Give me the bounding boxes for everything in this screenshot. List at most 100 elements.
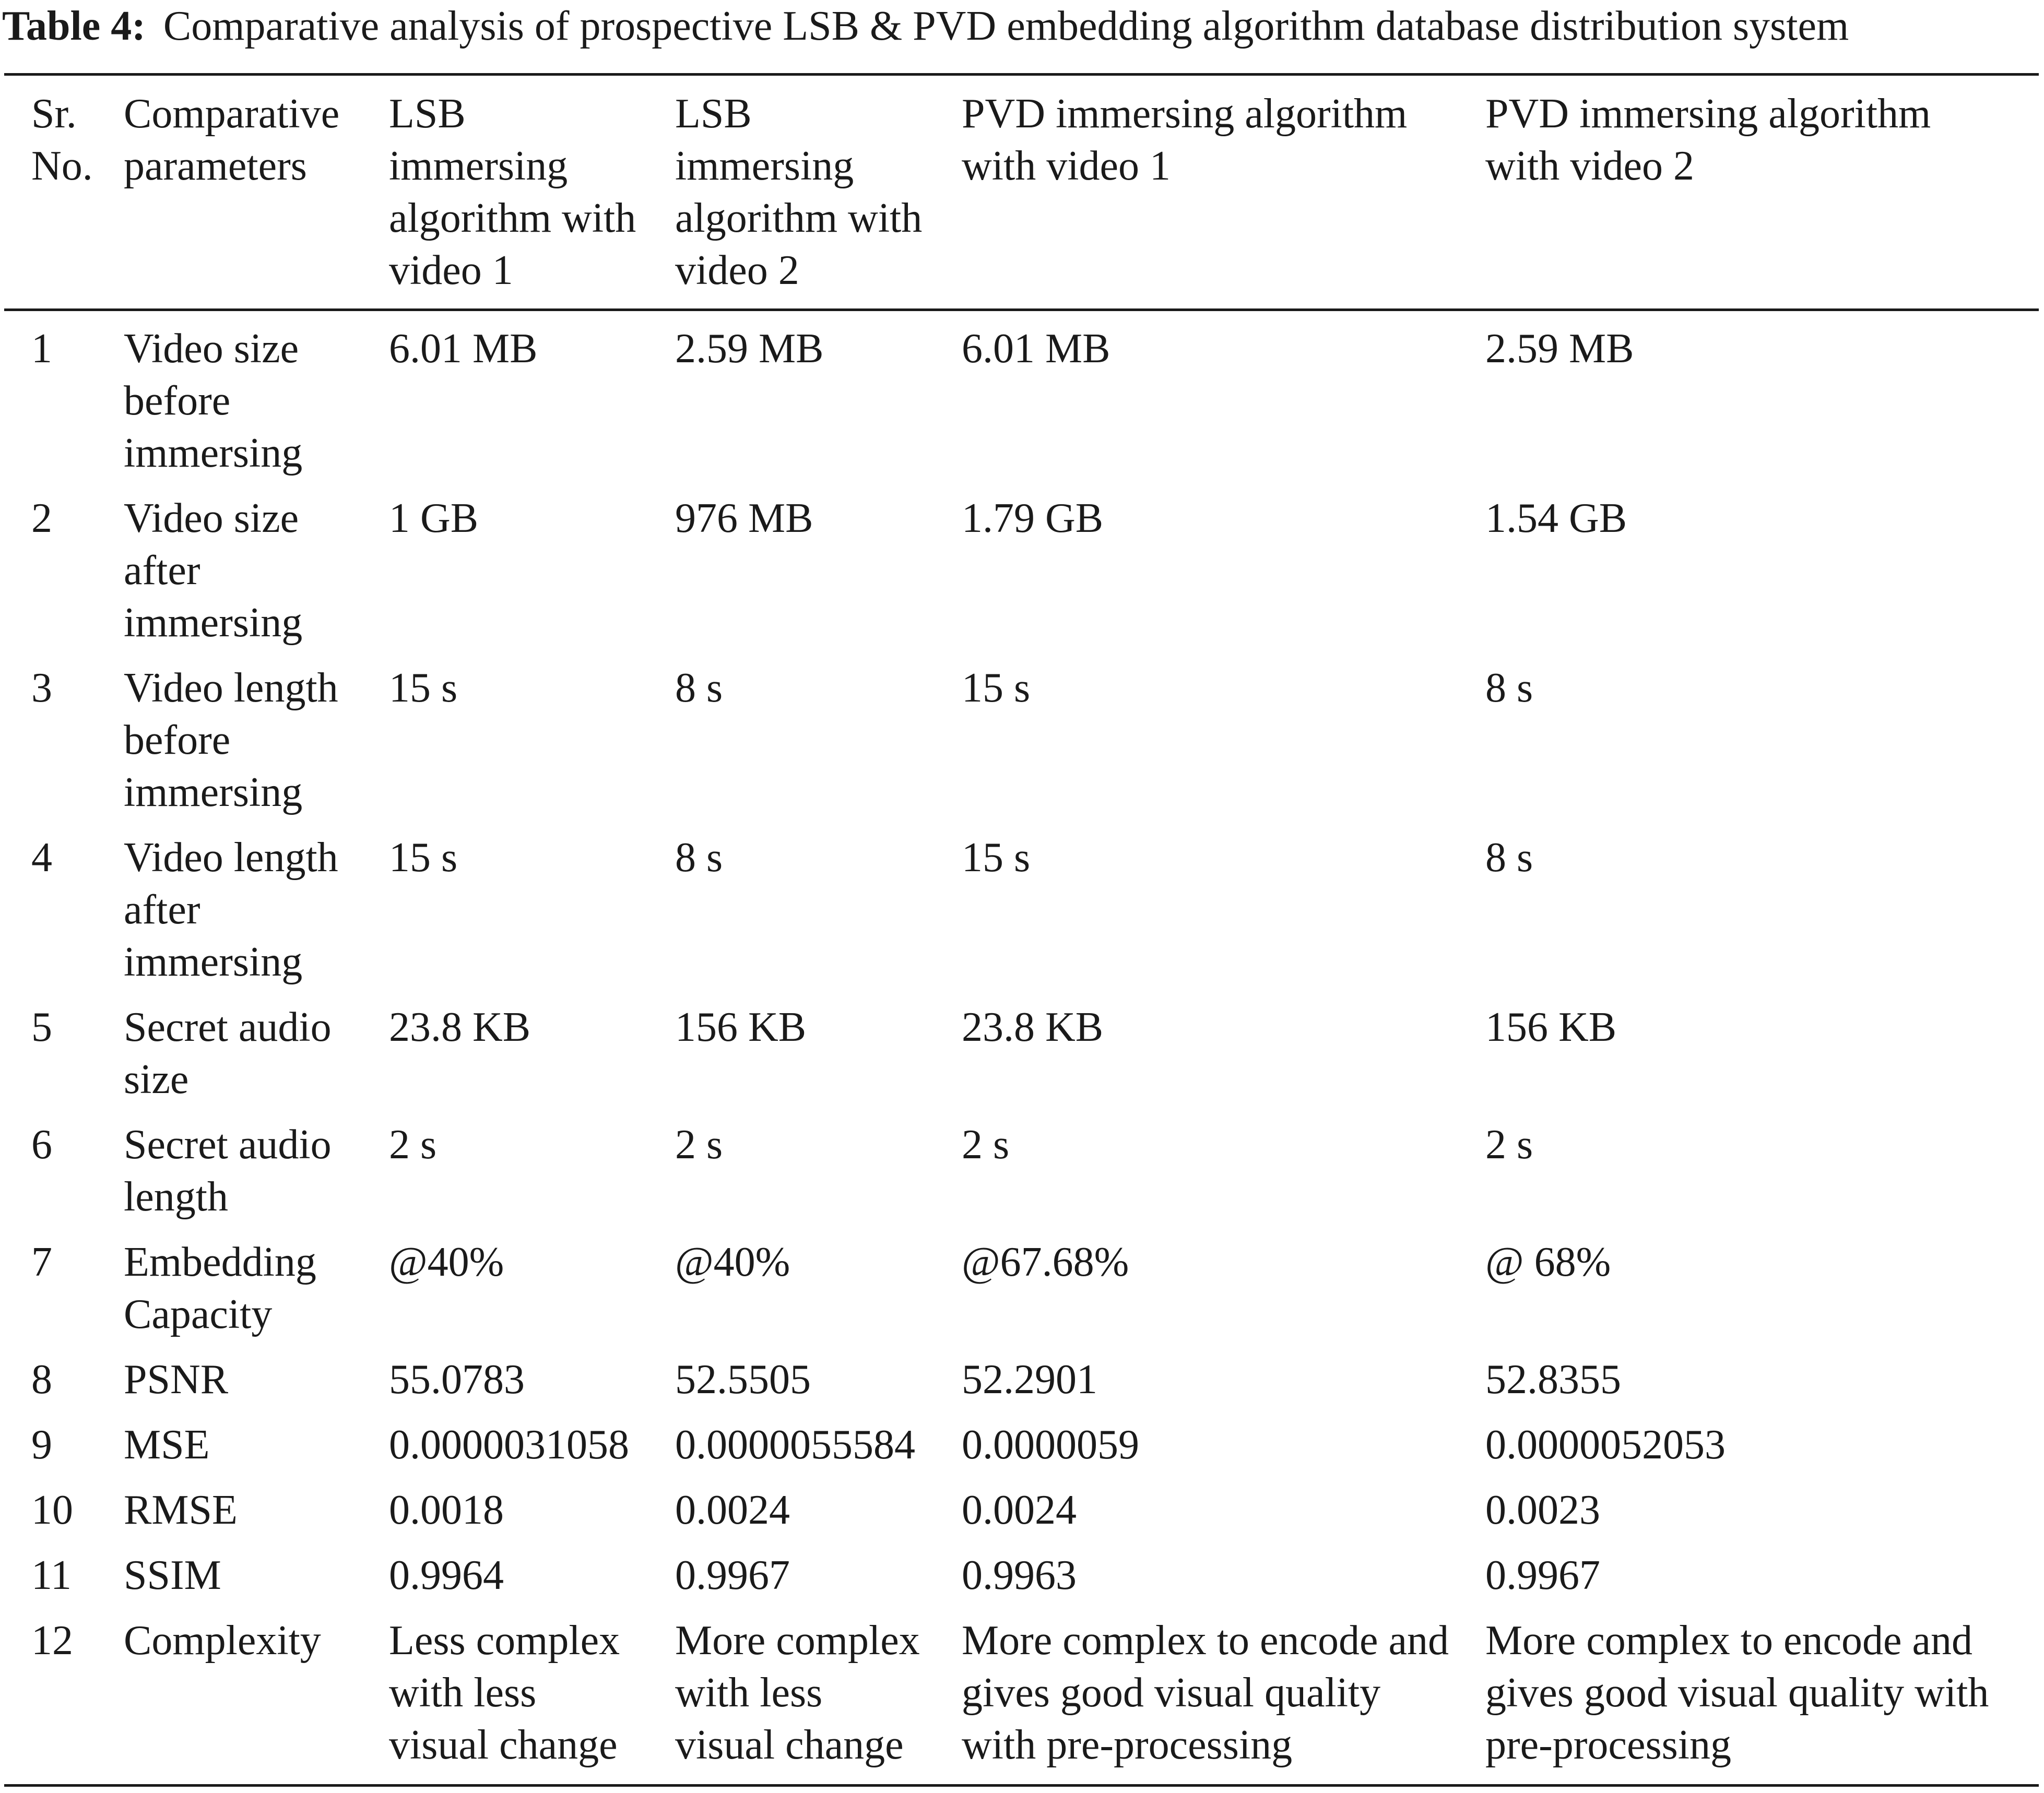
row-8-lsb-video-1: 55.0783: [389, 1357, 525, 1403]
row-7-lsb-video-1: @40%: [389, 1239, 504, 1285]
row-6-lsb-video-1: 2 s: [389, 1122, 437, 1168]
row-4-pvd-video-2: 8 s: [1485, 835, 1533, 881]
table-top-rule: [4, 73, 2039, 76]
row-9-pvd-video-2: 0.0000052053: [1485, 1422, 1726, 1468]
row-3-pvd-video-1: 15 s: [962, 665, 1031, 711]
row-2-lsb-video-2: 976 MB: [675, 495, 813, 541]
row-10-parameter: RMSE: [124, 1487, 238, 1533]
row-11-pvd-video-2: 0.9967: [1485, 1552, 1600, 1598]
row-7-pvd-video-2: @ 68%: [1485, 1239, 1611, 1285]
row-2-pvd-video-1: 1.79 GB: [962, 495, 1104, 541]
row-1-lsb-video-1: 6.01 MB: [389, 326, 538, 372]
row-1-parameter: immersing: [124, 430, 303, 476]
row-2-parameter: Video size: [124, 495, 299, 541]
row-1-pvd-video-1: 6.01 MB: [962, 326, 1110, 372]
row-6-lsb-video-2: 2 s: [675, 1122, 723, 1168]
row-12-pvd-video-1: More complex to encode and: [962, 1618, 1449, 1664]
row-12-pvd-video-2: gives good visual quality with: [1485, 1670, 1989, 1716]
table-caption-label: Table 4:: [2, 3, 146, 49]
row-12-parameter: Complexity: [124, 1618, 321, 1664]
row-8-pvd-video-1: 52.2901: [962, 1357, 1097, 1403]
row-1-sr-no: 1: [31, 326, 52, 372]
row-10-pvd-video-1: 0.0024: [962, 1487, 1077, 1533]
row-4-lsb-video-1: 15 s: [389, 835, 458, 881]
row-8-pvd-video-2: 52.8355: [1485, 1357, 1621, 1403]
row-4-parameter: Video length: [124, 835, 338, 881]
row-12-lsb-video-2: More complex: [675, 1618, 920, 1664]
row-3-pvd-video-2: 8 s: [1485, 665, 1533, 711]
row-4-sr-no: 4: [31, 835, 52, 881]
row-12-sr-no: 12: [31, 1618, 73, 1664]
header-pvd-video-1: with video 1: [962, 143, 1171, 189]
row-2-sr-no: 2: [31, 495, 52, 541]
row-3-parameter: immersing: [124, 769, 303, 815]
row-11-sr-no: 11: [31, 1552, 72, 1598]
row-9-sr-no: 9: [31, 1422, 52, 1468]
row-5-lsb-video-2: 156 KB: [675, 1004, 807, 1050]
header-lsb-video-2: video 2: [675, 247, 799, 293]
row-2-parameter: immersing: [124, 600, 303, 646]
row-12-pvd-video-2: More complex to encode and: [1485, 1618, 1973, 1664]
row-2-pvd-video-2: 1.54 GB: [1485, 495, 1627, 541]
row-9-lsb-video-1: 0.0000031058: [389, 1422, 629, 1468]
header-lsb-video-1: algorithm with: [389, 195, 636, 241]
row-10-pvd-video-2: 0.0023: [1485, 1487, 1600, 1533]
header-lsb-video-1: video 1: [389, 247, 513, 293]
row-8-sr-no: 8: [31, 1357, 52, 1403]
row-1-parameter: Video size: [124, 326, 299, 372]
row-7-parameter: Capacity: [124, 1291, 273, 1337]
header-lsb-video-1: LSB: [389, 91, 466, 137]
row-8-parameter: PSNR: [124, 1357, 229, 1403]
row-12-lsb-video-2: with less: [675, 1670, 823, 1716]
table-header-rule: [4, 308, 2039, 311]
row-2-parameter: after: [124, 548, 200, 593]
header-parameter: parameters: [124, 143, 307, 189]
row-5-lsb-video-1: 23.8 KB: [389, 1004, 531, 1050]
row-12-pvd-video-1: gives good visual quality: [962, 1670, 1381, 1716]
row-7-parameter: Embedding: [124, 1239, 316, 1285]
table-caption: Table 4: Comparative analysis of prospect…: [2, 0, 2041, 52]
row-7-pvd-video-1: @67.68%: [962, 1239, 1129, 1285]
row-6-parameter: Secret audio: [124, 1122, 332, 1168]
header-pvd-video-2: PVD immersing algorithm: [1485, 91, 1931, 137]
row-1-lsb-video-2: 2.59 MB: [675, 326, 824, 372]
row-6-pvd-video-2: 2 s: [1485, 1122, 1533, 1168]
row-9-pvd-video-1: 0.0000059: [962, 1422, 1139, 1468]
row-11-pvd-video-1: 0.9963: [962, 1552, 1077, 1598]
row-11-lsb-video-2: 0.9967: [675, 1552, 790, 1598]
row-9-lsb-video-2: 0.0000055584: [675, 1422, 915, 1468]
row-3-parameter: before: [124, 717, 231, 763]
row-10-sr-no: 10: [31, 1487, 73, 1533]
row-6-sr-no: 6: [31, 1122, 52, 1168]
row-12-lsb-video-1: Less complex: [389, 1618, 620, 1664]
row-7-lsb-video-2: @40%: [675, 1239, 790, 1285]
header-sr-no: No.: [31, 143, 93, 189]
header-sr-no: Sr.: [31, 91, 77, 137]
row-4-lsb-video-2: 8 s: [675, 835, 723, 881]
row-3-parameter: Video length: [124, 665, 338, 711]
row-3-lsb-video-1: 15 s: [389, 665, 458, 711]
header-lsb-video-1: immersing: [389, 143, 568, 189]
header-lsb-video-2: algorithm with: [675, 195, 923, 241]
header-pvd-video-1: PVD immersing algorithm: [962, 91, 1408, 137]
row-5-pvd-video-2: 156 KB: [1485, 1004, 1617, 1050]
row-6-pvd-video-1: 2 s: [962, 1122, 1010, 1168]
row-5-parameter: size: [124, 1056, 189, 1102]
table-bottom-rule: [4, 1784, 2039, 1787]
row-3-lsb-video-2: 8 s: [675, 665, 723, 711]
row-10-lsb-video-1: 0.0018: [389, 1487, 504, 1533]
row-7-sr-no: 7: [31, 1239, 52, 1285]
row-11-lsb-video-1: 0.9964: [389, 1552, 504, 1598]
row-4-parameter: after: [124, 887, 200, 933]
row-11-parameter: SSIM: [124, 1552, 221, 1598]
row-12-lsb-video-2: visual change: [675, 1722, 904, 1768]
row-3-sr-no: 3: [31, 665, 52, 711]
row-12-pvd-video-1: with pre-processing: [962, 1722, 1293, 1768]
row-5-sr-no: 5: [31, 1004, 52, 1050]
row-4-parameter: immersing: [124, 939, 303, 985]
row-9-parameter: MSE: [124, 1422, 210, 1468]
row-12-lsb-video-1: visual change: [389, 1722, 618, 1768]
row-1-pvd-video-2: 2.59 MB: [1485, 326, 1634, 372]
header-lsb-video-2: LSB: [675, 91, 752, 137]
header-parameter: Comparative: [124, 91, 340, 137]
